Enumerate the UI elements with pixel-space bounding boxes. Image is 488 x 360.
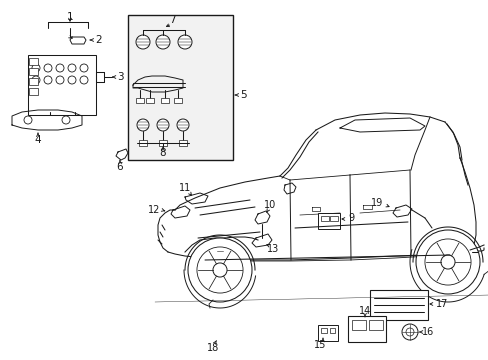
Bar: [329, 328, 334, 333]
Circle shape: [44, 76, 52, 84]
Circle shape: [44, 64, 52, 72]
Circle shape: [178, 35, 192, 49]
Text: 18: 18: [206, 343, 219, 353]
Circle shape: [68, 76, 76, 84]
Text: 1: 1: [66, 12, 73, 22]
Text: 8: 8: [160, 148, 166, 158]
Bar: [179, 140, 186, 146]
Bar: [174, 98, 182, 103]
Circle shape: [157, 119, 169, 131]
Bar: [347, 316, 385, 342]
Text: 3: 3: [117, 72, 123, 82]
Circle shape: [213, 263, 226, 277]
Circle shape: [80, 76, 88, 84]
Bar: [369, 290, 427, 320]
Bar: [320, 216, 328, 221]
Bar: [28, 55, 96, 115]
Text: 9: 9: [347, 213, 353, 223]
Circle shape: [187, 238, 251, 302]
Bar: [368, 320, 382, 330]
Bar: [317, 325, 337, 341]
Bar: [329, 216, 337, 221]
Circle shape: [405, 328, 413, 336]
Bar: [29, 68, 38, 75]
Text: 6: 6: [117, 162, 123, 172]
Bar: [29, 78, 38, 85]
Bar: [146, 98, 154, 103]
Text: 10: 10: [264, 200, 276, 210]
Circle shape: [68, 64, 76, 72]
Text: 19: 19: [370, 198, 382, 208]
Circle shape: [177, 119, 189, 131]
Bar: [29, 88, 38, 95]
Text: 5: 5: [240, 90, 246, 100]
Text: 13: 13: [266, 244, 279, 254]
Circle shape: [440, 255, 454, 269]
Text: 11: 11: [179, 183, 191, 193]
Circle shape: [137, 119, 149, 131]
Circle shape: [401, 324, 417, 340]
Bar: [136, 98, 143, 103]
Bar: [317, 213, 339, 229]
Circle shape: [56, 64, 64, 72]
Bar: [29, 58, 38, 65]
Text: 14: 14: [358, 306, 370, 316]
Text: 16: 16: [421, 327, 433, 337]
Bar: [128, 15, 232, 160]
Circle shape: [424, 239, 470, 285]
Circle shape: [32, 76, 40, 84]
Circle shape: [197, 247, 243, 293]
Text: 7: 7: [168, 15, 175, 25]
Text: 15: 15: [313, 340, 325, 350]
Circle shape: [32, 64, 40, 72]
Bar: [159, 140, 167, 146]
Circle shape: [415, 230, 479, 294]
Bar: [320, 328, 326, 333]
Text: 2: 2: [95, 35, 102, 45]
Circle shape: [56, 76, 64, 84]
Text: 4: 4: [35, 135, 41, 145]
Bar: [351, 320, 365, 330]
Bar: [161, 98, 169, 103]
Circle shape: [24, 116, 32, 124]
Text: 17: 17: [435, 299, 447, 309]
Circle shape: [156, 35, 170, 49]
Circle shape: [80, 64, 88, 72]
Circle shape: [62, 116, 70, 124]
Bar: [139, 140, 147, 146]
Circle shape: [136, 35, 150, 49]
Text: 12: 12: [147, 205, 160, 215]
